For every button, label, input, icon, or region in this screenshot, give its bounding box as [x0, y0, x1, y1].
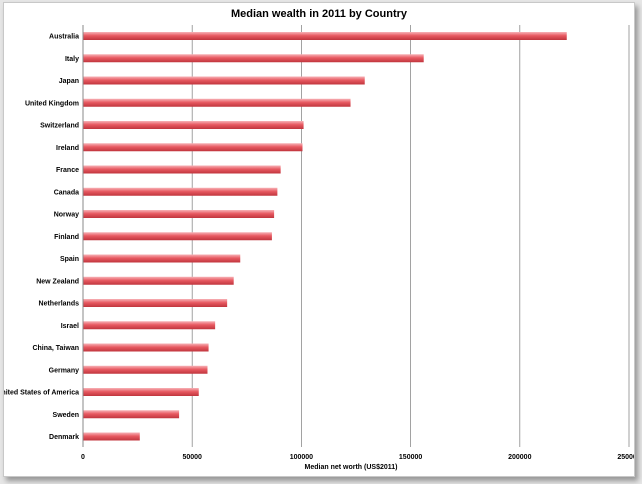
bar — [83, 32, 567, 40]
category-label: Australia — [49, 34, 79, 41]
x-tick-label: 200000 — [508, 454, 531, 461]
chart-title: Median wealth in 2011 by Country — [231, 8, 408, 20]
bar — [83, 54, 424, 63]
category-label: Canada — [54, 189, 79, 196]
category-label: Sweden — [53, 412, 79, 419]
bar — [83, 388, 199, 396]
category-label: Spain — [60, 256, 79, 263]
category-label: New Zealand — [36, 278, 79, 285]
bars — [83, 32, 567, 441]
category-label: Switzerland — [40, 123, 79, 130]
category-label: Denmark — [49, 434, 79, 441]
bar-chart: Median wealth in 2011 by Country Austral… — [4, 8, 634, 471]
category-label: Netherlands — [39, 301, 80, 308]
x-tick-label: 100000 — [290, 454, 313, 461]
category-label: Japan — [59, 78, 79, 85]
bar — [83, 187, 278, 196]
bar — [83, 343, 209, 352]
category-label: France — [56, 167, 79, 174]
bar — [83, 432, 140, 441]
bar — [83, 365, 208, 374]
category-label: Finland — [54, 234, 79, 241]
category-label: Italy — [65, 56, 79, 63]
bar — [83, 121, 304, 129]
category-labels: Australia Italy Japan United Kingdom Switzer… — [4, 34, 79, 442]
category-label: Germany — [49, 367, 79, 374]
category-label: Norway — [54, 212, 79, 219]
x-axis-label: Median net worth (US$2011) — [305, 464, 398, 471]
x-tick-label: 50000 — [182, 454, 202, 461]
bar — [83, 143, 303, 152]
bar — [83, 276, 234, 285]
category-label: United States of America — [4, 390, 79, 397]
chart-frame: Median wealth in 2011 by Country Austral… — [3, 2, 635, 477]
bar — [83, 299, 228, 307]
bar — [83, 76, 365, 85]
x-tick-label: 0 — [81, 454, 85, 461]
category-label: Ireland — [56, 145, 79, 152]
bar — [83, 165, 281, 174]
category-label: China, Taiwan — [32, 345, 79, 352]
category-label: Israel — [61, 323, 79, 330]
bar — [83, 232, 272, 241]
bar — [83, 410, 180, 419]
x-tick-labels: 0 50000 100000 150000 200000 250000 — [81, 454, 634, 461]
x-tick-label: 150000 — [399, 454, 422, 461]
category-label: United Kingdom — [25, 100, 79, 107]
bar — [83, 210, 275, 218]
bar — [83, 321, 216, 330]
gridlines — [191, 25, 630, 447]
bar — [83, 98, 351, 107]
bar — [83, 254, 241, 263]
x-tick-label: 250000 — [617, 454, 634, 461]
